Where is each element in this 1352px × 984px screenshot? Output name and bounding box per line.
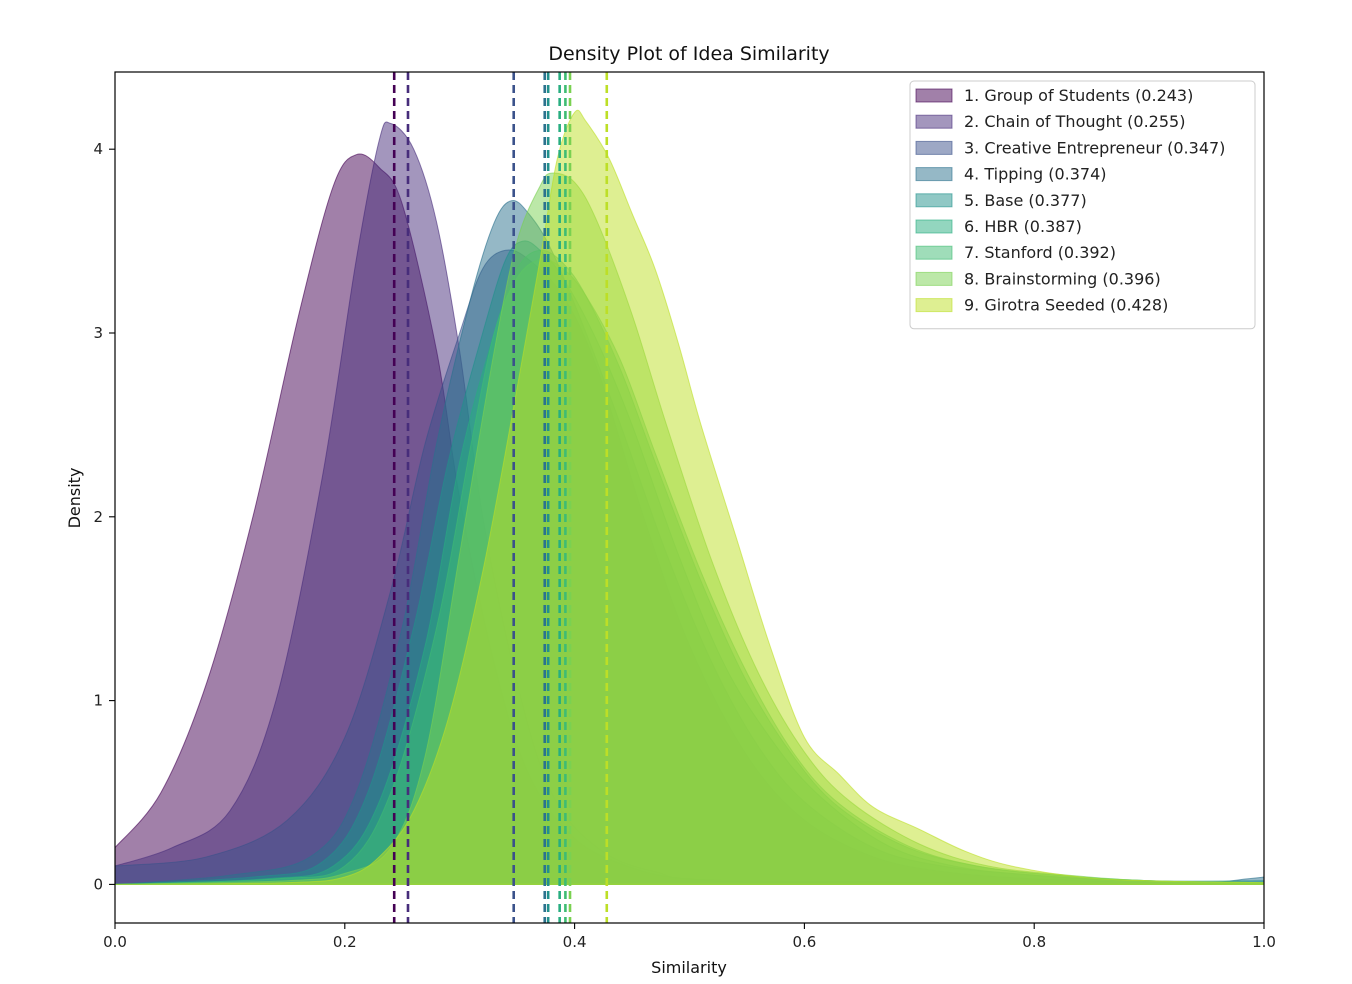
y-tick-label: 4 <box>93 140 103 158</box>
x-tick-label: 0.4 <box>563 933 587 951</box>
y-tick-label: 2 <box>93 508 103 526</box>
legend-label-9: 9. Girotra Seeded (0.428) <box>964 296 1168 315</box>
y-tick-label: 1 <box>93 692 103 710</box>
density-area-9 <box>115 109 1264 885</box>
x-axis: 0.0 0.2 0.4 0.6 0.8 1.0 <box>103 923 1276 951</box>
y-axis-label: Density <box>65 468 84 529</box>
x-tick-label: 0.0 <box>103 933 127 951</box>
legend-swatch-1 <box>915 88 953 103</box>
x-tick-label: 0.2 <box>333 933 357 951</box>
legend-box <box>909 80 1256 330</box>
legend-label-5: 5. Base (0.377) <box>964 191 1087 210</box>
legend-swatch-3 <box>915 140 953 155</box>
chart-title: Density Plot of Idea Similarity <box>548 43 829 65</box>
legend-swatch-7 <box>915 245 953 260</box>
legend: 1. Group of Students (0.243) 2. Chain of … <box>909 80 1256 330</box>
legend-label-6: 6. HBR (0.387) <box>964 217 1082 236</box>
y-axis: 0 1 2 3 4 <box>93 140 115 893</box>
plot-area <box>114 71 1265 924</box>
legend-swatch-5 <box>915 193 953 208</box>
legend-label-7: 7. Stanford (0.392) <box>964 243 1116 262</box>
x-tick-label: 0.8 <box>1022 933 1046 951</box>
legend-swatch-6 <box>915 219 953 234</box>
y-tick-label: 0 <box>93 875 103 893</box>
legend-label-4: 4. Tipping (0.374) <box>964 165 1107 184</box>
x-tick-label: 0.6 <box>792 933 816 951</box>
y-tick-label: 3 <box>93 324 103 342</box>
legend-swatch-8 <box>915 271 953 286</box>
legend-label-2: 2. Chain of Thought (0.255) <box>964 112 1185 131</box>
legend-label-1: 1. Group of Students (0.243) <box>964 86 1193 105</box>
x-tick-label: 1.0 <box>1252 933 1276 951</box>
legend-swatch-4 <box>915 167 953 182</box>
legend-label-8: 8. Brainstorming (0.396) <box>964 269 1161 288</box>
legend-swatch-9 <box>915 298 953 313</box>
legend-swatch-2 <box>915 114 953 129</box>
legend-label-3: 3. Creative Entrepreneur (0.347) <box>964 138 1225 157</box>
plot-frame <box>114 71 1265 924</box>
x-axis-label: Similarity <box>651 958 727 977</box>
